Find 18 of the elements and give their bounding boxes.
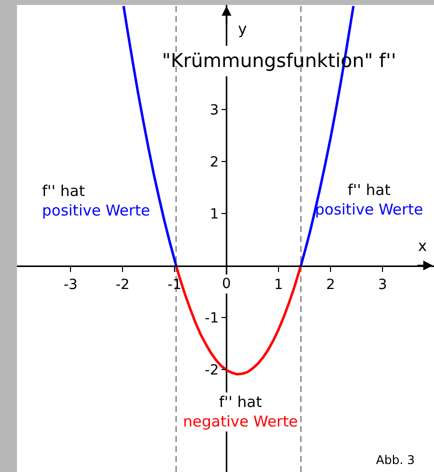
annotation: f'' hat negative Werte (183, 393, 298, 430)
y-tick-label: -2 (204, 362, 219, 378)
y-axis-title: y (238, 20, 247, 38)
y-tick-label: -1 (204, 310, 219, 326)
x-axis-title: x (418, 237, 427, 255)
y-tick-label: 3 (210, 102, 219, 118)
annotation: Abb. 3 (376, 453, 415, 467)
annotation: f'' hat positive Werte (315, 181, 424, 218)
x-tick-label: -1 (168, 276, 182, 293)
y-tick-label: 1 (210, 206, 219, 222)
x-tick-label: 3 (378, 276, 387, 293)
x-tick-label: 1 (274, 276, 283, 293)
x-tick-label: -3 (64, 276, 78, 293)
x-tick-label: 2 (326, 276, 335, 293)
x-tick-label: 0 (222, 276, 231, 292)
annotation: f'' hat positive Werte (42, 182, 150, 220)
y-tick-label: 2 (210, 154, 219, 170)
x-tick-label: -2 (116, 276, 130, 293)
